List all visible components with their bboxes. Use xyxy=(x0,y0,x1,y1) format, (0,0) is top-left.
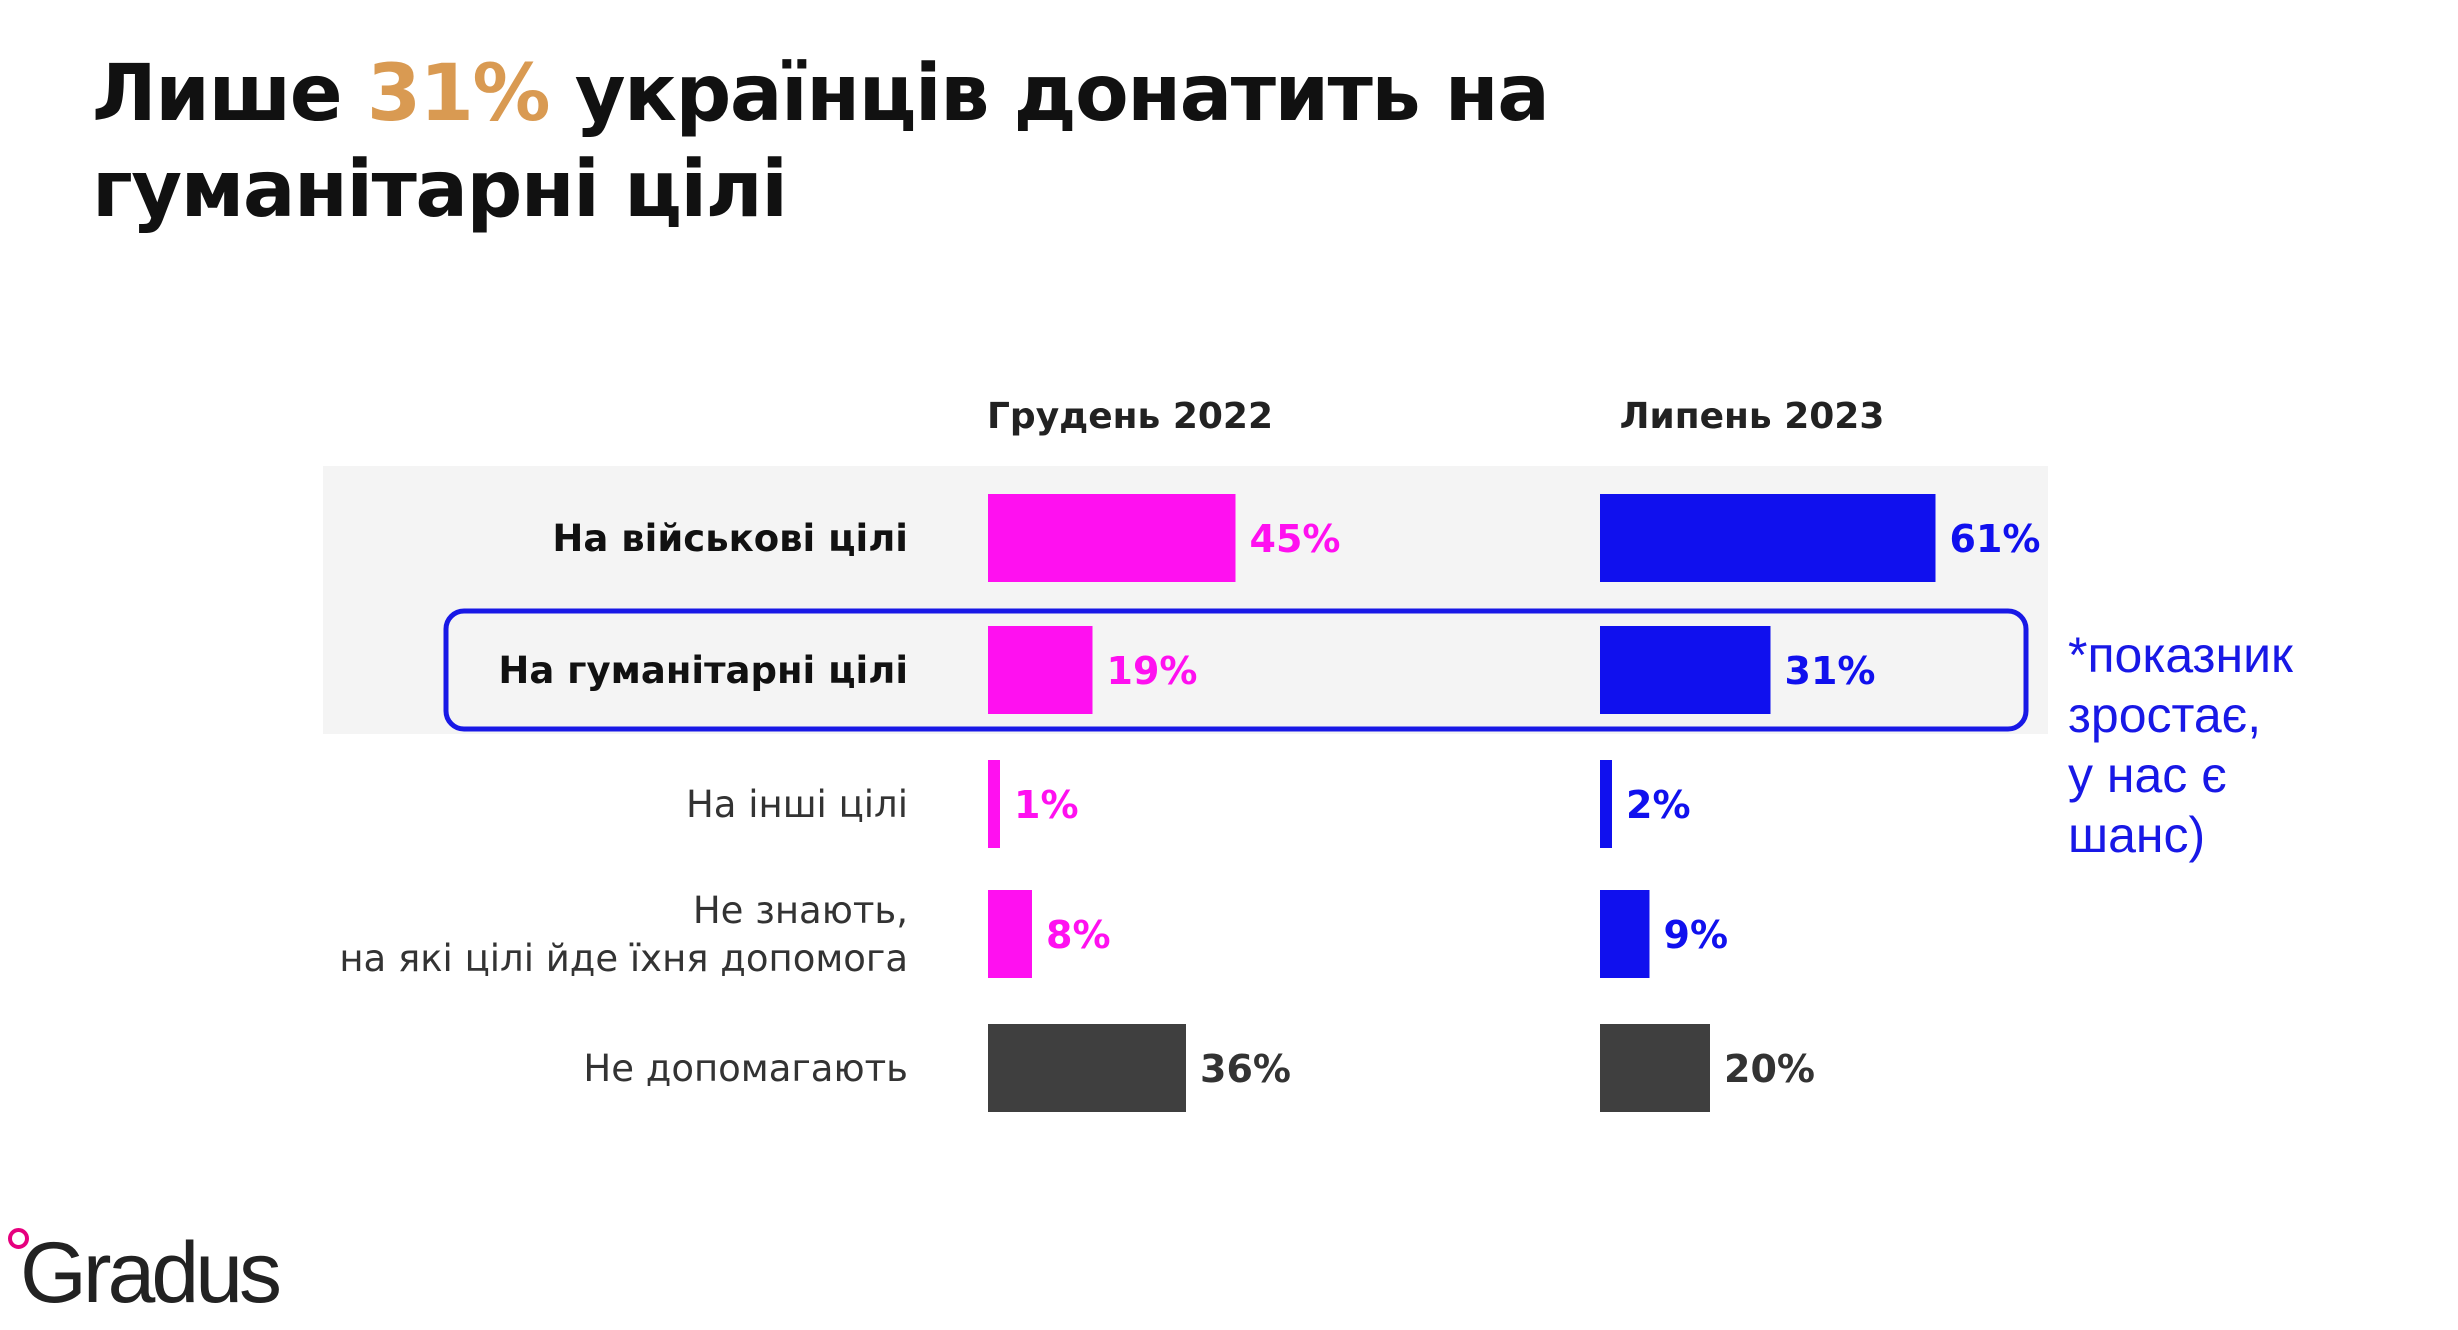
value-label-s2-c2: 31% xyxy=(1785,649,1876,693)
column-header-1: Грудень 2022 xyxy=(987,396,1273,437)
category-label-5: Не допомагають xyxy=(583,1047,908,1090)
bar-s2-c1 xyxy=(1600,494,1936,582)
gradus-logo: Gradus xyxy=(6,1218,336,1328)
category-label-3: На інші цілі xyxy=(686,783,908,826)
value-label-s1-c5: 36% xyxy=(1200,1047,1291,1091)
bar-s1-c2 xyxy=(988,626,1093,714)
note-line-2: зростає, xyxy=(2068,687,2262,743)
title-highlight: 31% xyxy=(366,49,551,139)
category-label-line: На військові цілі xyxy=(552,517,908,560)
category-label-line: На гуманітарні цілі xyxy=(498,649,908,692)
title-line-2: гуманітарні цілі xyxy=(92,145,788,235)
highlight-frame xyxy=(443,608,2029,732)
bar-s2-c4 xyxy=(1600,890,1650,978)
bar-s1-c5 xyxy=(988,1024,1186,1112)
value-label-s2-c5: 20% xyxy=(1724,1047,1815,1091)
value-label-s1-c4: 8% xyxy=(1046,913,1111,957)
title-line-1: Лише 31% українців донатить на xyxy=(92,46,1550,142)
page-title: Лише 31% українців донатить на гуманітар… xyxy=(92,46,1550,238)
value-label-s2-c1: 61% xyxy=(1950,517,2041,561)
category-label-2: На гуманітарні цілі xyxy=(498,649,908,692)
value-label-s1-c1: 45% xyxy=(1250,517,1341,561)
bar-s1-c4 xyxy=(988,890,1032,978)
note-line-3: у нас є xyxy=(2068,747,2227,803)
bar-s2-c2 xyxy=(1600,626,1771,714)
category-label-line: на які цілі йде їхня допомога xyxy=(339,937,908,980)
bar-s1-c3 xyxy=(988,760,1000,848)
category-label-4: Не знають, на які цілі йде їхня допомога xyxy=(339,889,908,980)
logo-text: Gradus xyxy=(20,1225,282,1321)
value-label-s2-c3: 2% xyxy=(1626,783,1691,827)
bar-s1-c1 xyxy=(988,494,1236,582)
bar-s2-c5 xyxy=(1600,1024,1710,1112)
category-label-line: На інші цілі xyxy=(686,783,908,826)
value-label-s1-c3: 1% xyxy=(1014,783,1079,827)
value-label-s1-c2: 19% xyxy=(1107,649,1198,693)
note-line-1: *показник xyxy=(2068,627,2293,683)
value-label-s2-c4: 9% xyxy=(1664,913,1729,957)
note-text: *показник зростає, у нас є шанс) xyxy=(2068,625,2293,865)
bar-s2-c3 xyxy=(1600,760,1612,848)
category-label-1: На військові цілі xyxy=(552,517,908,560)
note-line-4: шанс) xyxy=(2068,807,2206,863)
title-rest: українців донатить на xyxy=(549,49,1550,139)
title-prefix: Лише xyxy=(92,49,367,139)
logo-dot-icon xyxy=(8,1228,29,1249)
column-header-2: Липень 2023 xyxy=(1620,396,1885,437)
category-label-line: Не допомагають xyxy=(583,1047,908,1090)
category-label-line: Не знають, xyxy=(693,889,908,932)
